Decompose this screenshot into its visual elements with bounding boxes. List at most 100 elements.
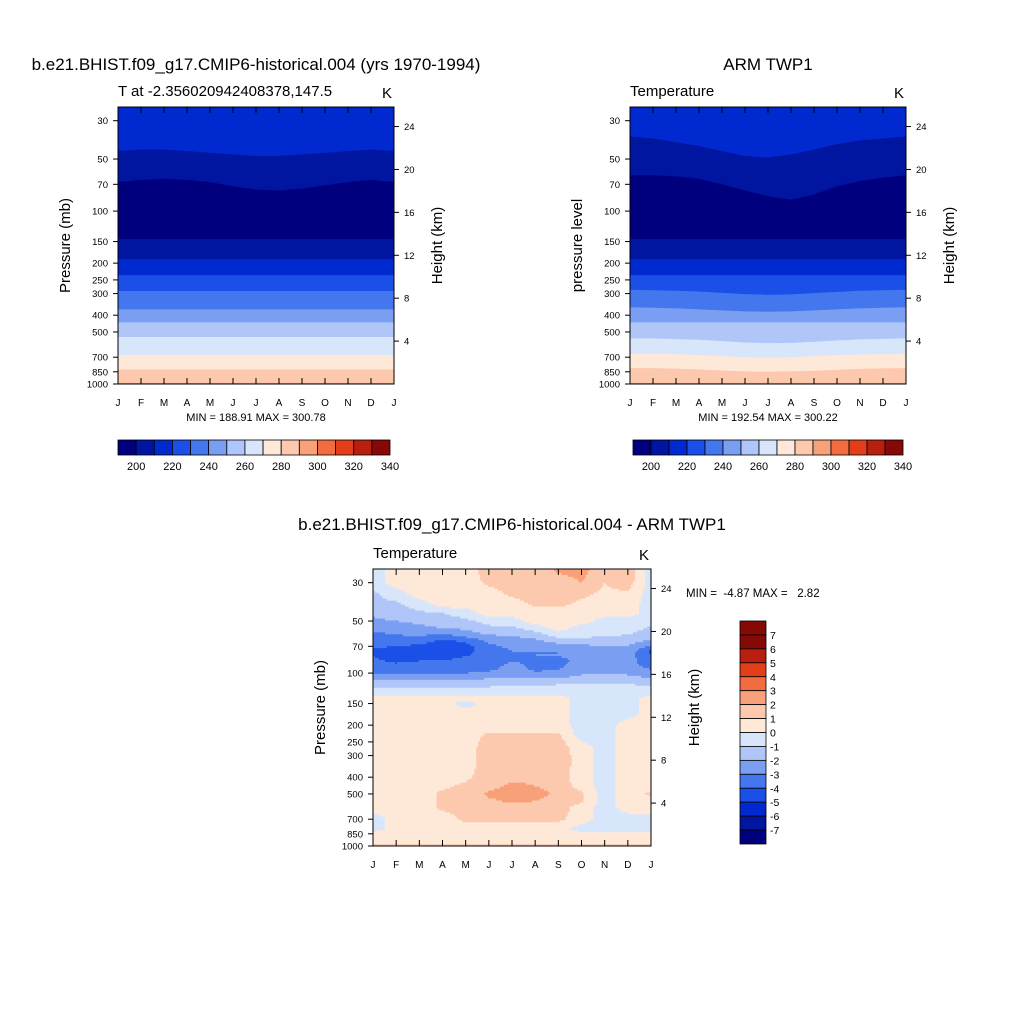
contour-cell <box>645 646 651 649</box>
contour-cell <box>639 705 651 709</box>
contour-cell <box>615 754 651 758</box>
contour-cell <box>490 685 651 689</box>
contour-cell <box>426 642 467 645</box>
x-tick-label: J <box>371 860 376 871</box>
contour-cell <box>615 745 651 748</box>
y-tick-label: 700 <box>347 815 363 826</box>
contour-cell <box>573 786 596 790</box>
contour-cell <box>438 808 571 811</box>
colorbar-swatch <box>830 439 850 456</box>
contour-cell <box>373 826 386 829</box>
colorbar-label: 240 <box>714 461 732 473</box>
contour-cell <box>373 594 382 598</box>
contour-cell <box>373 628 461 631</box>
panel-subtitle: Temperature <box>630 83 714 100</box>
contour-cell <box>639 697 651 701</box>
colorbar-swatch <box>668 439 688 456</box>
contour-cell <box>567 661 638 665</box>
x-tick-label: D <box>367 398 374 409</box>
colorbar-swatch <box>758 439 778 456</box>
contour-cell <box>541 632 634 635</box>
contour-cell <box>498 667 529 671</box>
contour-cell <box>597 798 616 802</box>
contour-cell <box>373 786 452 790</box>
contour-cell <box>384 618 469 622</box>
contour-cell <box>569 753 595 756</box>
contour-cell <box>571 626 648 629</box>
y-tick-label: 100 <box>604 207 620 218</box>
contour-cell <box>373 578 386 582</box>
contour-cell <box>502 590 598 594</box>
contour-cell <box>555 683 636 687</box>
contour-cell <box>593 768 616 772</box>
contour-cell <box>593 774 616 778</box>
contour-cell <box>587 622 651 625</box>
y-tick-label: 100 <box>92 207 108 218</box>
contour-cell <box>494 788 545 792</box>
contour-cell <box>569 701 640 705</box>
contour-cell <box>639 608 651 612</box>
colorbar-swatch <box>153 439 173 456</box>
colorbar-label: 0 <box>770 728 776 740</box>
contour-cell <box>531 800 585 804</box>
contour-cell <box>645 580 651 584</box>
contour-cell <box>373 743 479 746</box>
contour-cell <box>472 652 559 655</box>
contour-cell <box>373 624 426 627</box>
y-tick-label: 200 <box>604 259 620 270</box>
contour-cell <box>643 640 651 643</box>
contour-cell <box>376 830 579 833</box>
contour-cell <box>472 776 571 780</box>
contour-cell <box>643 665 651 669</box>
contour-cell <box>589 569 636 572</box>
contour-cell <box>565 741 585 744</box>
contour-cell <box>373 630 473 633</box>
contour-cell <box>583 741 616 744</box>
y-tick-label: 1000 <box>342 842 363 853</box>
contour-cell <box>508 661 521 665</box>
contour-cell <box>593 816 651 819</box>
contour-cell <box>629 644 651 647</box>
contour-cell <box>373 644 412 647</box>
contour-cell <box>611 586 632 590</box>
contour-cell <box>593 753 616 756</box>
contour-cell <box>527 667 561 671</box>
height-tick-label: 16 <box>916 208 927 219</box>
height-tick-label: 24 <box>916 122 927 133</box>
contour-fill <box>118 107 394 384</box>
height-tick-label: 12 <box>404 251 415 262</box>
colorbar-swatch <box>739 704 767 719</box>
contour-cell <box>627 673 651 677</box>
contour-cell <box>373 802 438 806</box>
contour-cell <box>567 814 595 817</box>
y-tick-label: 30 <box>352 578 363 589</box>
y-axis-label-right: Height (km) <box>686 669 703 747</box>
contour-cell <box>476 766 571 770</box>
contour-cell <box>595 788 616 792</box>
contour-cell <box>373 808 440 811</box>
contour-cell <box>373 691 651 695</box>
contour-cell <box>569 772 595 776</box>
contour-cell <box>559 630 638 633</box>
contour-cell <box>565 743 589 746</box>
contour-cell <box>593 749 616 752</box>
contour-cell <box>615 782 651 786</box>
contour-cell <box>621 810 651 813</box>
contour-cell <box>478 612 640 616</box>
x-tick-label: J <box>628 398 633 409</box>
contour-cell <box>452 634 497 637</box>
contour-cell <box>567 745 593 748</box>
contour-cell <box>450 786 501 790</box>
contour-cell <box>373 713 571 717</box>
contour-cell <box>373 735 483 738</box>
colorbar-swatch <box>739 801 767 817</box>
contour-cell <box>645 569 651 572</box>
contour-cell <box>373 737 481 740</box>
contour-cell <box>615 770 651 774</box>
contour-cell <box>593 782 616 786</box>
contour-cell <box>641 600 651 604</box>
contour-cell <box>627 812 651 815</box>
contour-cell <box>635 576 646 580</box>
y-tick-label: 70 <box>609 180 620 191</box>
contour-cell <box>414 608 471 612</box>
